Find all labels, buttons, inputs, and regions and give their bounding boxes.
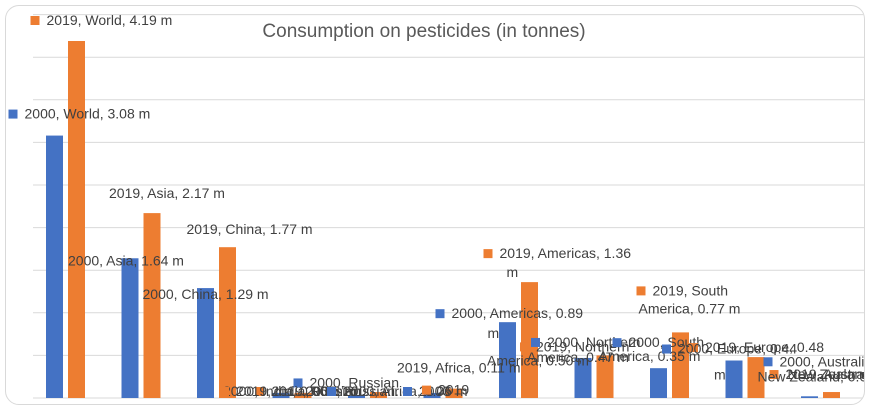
data-label: New Zealand, 0.07 [788, 366, 866, 382]
data-label-marker [662, 344, 671, 354]
bar-2019-australia-and-new-zealand [823, 392, 840, 398]
data-label: 2019 [438, 382, 469, 398]
data-label-marker [220, 387, 229, 396]
data-label: 2000, Asia, 1.64 m [68, 252, 184, 268]
data-label-marker [293, 378, 303, 388]
bar-2019-europe [747, 357, 765, 398]
label-layer: 2019, World, 4.19 m 2000, World, 3.08 m 20… [8, 12, 866, 399]
data-label: 2000, South [629, 334, 705, 350]
bar-2019-northern-america [596, 355, 614, 398]
data-label: America, 0.50 m [487, 352, 589, 368]
data-label-marker [520, 342, 529, 352]
data-label-marker [30, 16, 40, 25]
data-label: 2000, World, 3.08 m [25, 106, 151, 122]
data-label: 2000, Europe, 0.44 [678, 341, 797, 357]
data-label-marker [8, 109, 18, 119]
data-label: 2019, Northern [536, 338, 629, 354]
data-label-marker [403, 387, 412, 396]
chart-title: Consumption on pesticides (in tonnes) [262, 21, 585, 42]
bar-2000-europe [725, 360, 743, 398]
data-label: 2019, Australia and [786, 366, 866, 382]
bar-layer [46, 41, 840, 398]
bar-2000-world [46, 135, 63, 398]
chart-svg: 2019, World, 4.19 m 2000, World, 3.08 m 20… [8, 12, 866, 399]
data-label: 2019, China, 1.77 m [187, 221, 313, 237]
chart-frame: 2019, World, 4.19 m 2000, World, 3.08 m 20… [5, 5, 865, 405]
bar-2019-africa [445, 388, 463, 398]
bar-2000-australia-and-new-zealand [801, 396, 818, 398]
data-label: 2019, South [653, 282, 729, 298]
bar-2000-africa [423, 392, 441, 398]
bar-2019-china [219, 247, 236, 398]
data-label: 2019, Africa, 0.11 m [397, 360, 520, 376]
data-label-marker [531, 337, 540, 347]
data-label: America, 0.35 m [599, 348, 701, 364]
bar-2019-americas [521, 282, 538, 398]
data-label: 2019, Americas, 1.36 [500, 245, 632, 261]
data-label-marker [689, 343, 698, 353]
data-label: 2000, Russian [310, 374, 400, 390]
bar-2000-northern-america [574, 357, 592, 398]
data-label: 2000, Americas, 0.89 [452, 305, 584, 321]
data-label-marker [763, 357, 773, 367]
data-label-marker [769, 370, 779, 380]
bar-2019-russian-federation [370, 392, 387, 398]
data-label: 2019, Asia, 2.17 m [109, 185, 225, 201]
data-label-marker [483, 249, 493, 259]
bar-2000-south-america [650, 368, 667, 398]
data-label-marker [422, 385, 431, 395]
data-label-marker [435, 309, 445, 319]
bar-2000-india [272, 392, 290, 398]
data-label-marker [255, 387, 265, 396]
data-label: 2000, China, 1.29 m [143, 286, 269, 302]
grid-layer [33, 14, 864, 399]
bar-2000-americas [499, 322, 516, 398]
data-label: 2019, India, 0.06 m [236, 383, 356, 399]
bar-2019-world [68, 41, 85, 398]
data-label: 2000, India, 0.06 m [223, 383, 343, 399]
data-label: America, 0.47 m [527, 349, 629, 365]
data-label-marker [636, 286, 646, 296]
data-label: 2019, World, 4.19 m [47, 12, 173, 28]
bar-2000-asia [121, 258, 139, 398]
bar-2000-russian-federation [348, 395, 365, 398]
bar-2019-asia [143, 213, 161, 398]
data-label: m [714, 367, 726, 383]
bar-2019-south-america [672, 332, 689, 398]
data-label-marker [612, 338, 622, 348]
bar-2000-china [197, 288, 214, 398]
data-label-marker [327, 387, 336, 396]
data-label: New Zealand, 0.02 [758, 368, 866, 384]
data-label: m [507, 264, 519, 280]
data-label: America, 0.77 m [639, 300, 741, 316]
bar-2019-india [294, 392, 312, 398]
data-label: 2019, Europe, 0.48 [705, 339, 824, 355]
data-label: m [488, 325, 500, 341]
data-label: 2000, Australia and [780, 353, 866, 369]
